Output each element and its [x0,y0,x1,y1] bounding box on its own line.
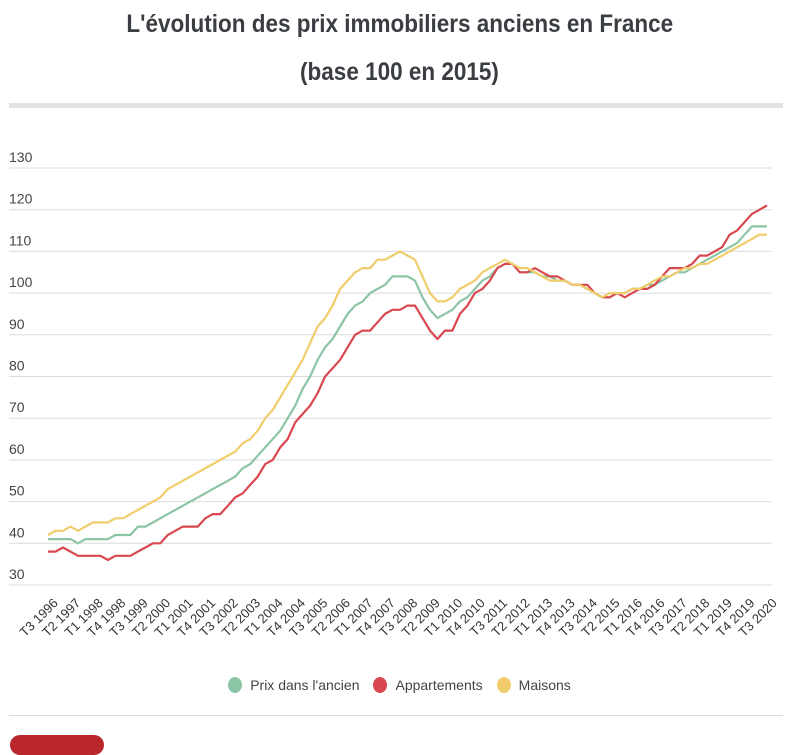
legend-item-appartements[interactable]: Appartements [373,677,483,693]
legend-label: Maisons [518,677,571,693]
legend-dot-icon [228,677,243,693]
footer-button[interactable] [10,735,104,755]
chart-legend: Prix dans l'ancien Appartements Maisons [0,677,799,693]
legend-label: Prix dans l'ancien [250,677,360,693]
y-tick-label: 50 [9,483,25,499]
y-tick-label: 60 [9,441,25,457]
y-tick-label: 80 [9,358,25,374]
y-tick-label: 70 [9,399,25,415]
chart-title-line2: (base 100 en 2015) [300,58,499,86]
title-divider [9,103,783,108]
legend-dot-icon [373,677,388,693]
series-line-maisons [47,233,767,536]
y-tick-label: 40 [9,524,25,540]
legend-item-prix-ancien[interactable]: Prix dans l'ancien [228,677,359,693]
legend-dot-icon [496,677,511,693]
series-line-appartements [48,204,768,562]
y-tick-label: 90 [9,316,25,332]
chart-title-line1: L'évolution des prix immobiliers anciens… [126,10,673,38]
y-tick-label: 100 [9,274,33,290]
y-tick-label: 30 [9,566,25,582]
chart-title: L'évolution des prix immobiliers anciens… [0,10,799,39]
y-tick-label: 130 [9,149,33,165]
y-tick-label: 120 [9,191,33,207]
y-tick-label: 110 [9,232,32,248]
legend-label: Appartements [395,677,483,693]
legend-item-maisons[interactable]: Maisons [496,677,571,693]
footer-divider [9,715,783,716]
series-line-prix-dans-l-ancien [48,225,767,545]
chart-subtitle: (base 100 en 2015) [0,58,799,87]
